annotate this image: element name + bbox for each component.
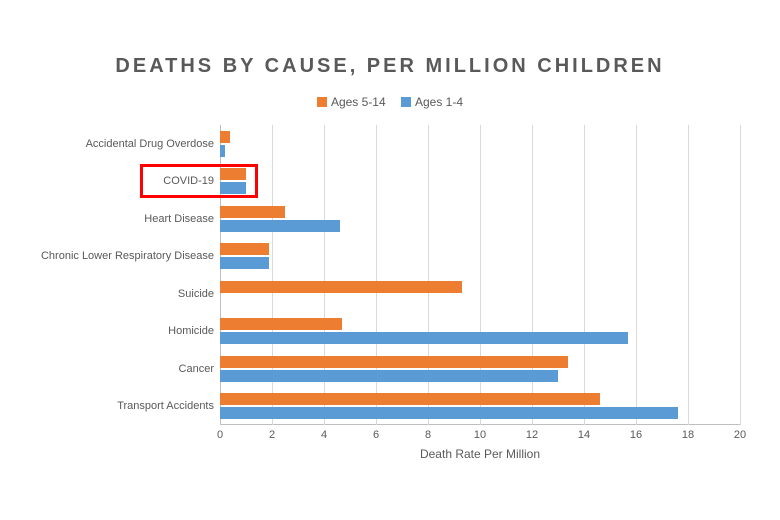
- legend-label: Ages 1-4: [415, 95, 463, 109]
- bar: [220, 281, 462, 293]
- category-label: COVID-19: [163, 175, 220, 187]
- bar: [220, 182, 246, 194]
- x-tick-label: 2: [269, 429, 275, 441]
- bar: [220, 332, 628, 344]
- chart: DEATHS BY CAUSE, PER MILLION CHILDREN Ag…: [0, 0, 780, 520]
- bar: [220, 370, 558, 382]
- x-tick-label: 16: [630, 429, 642, 441]
- gridline: [584, 125, 585, 425]
- x-tick-label: 10: [474, 429, 486, 441]
- bar: [220, 318, 342, 330]
- legend-swatch: [317, 97, 327, 107]
- legend-item-ages-5-14: Ages 5-14: [317, 95, 386, 109]
- category-label: Homicide: [168, 325, 220, 337]
- bar: [220, 243, 269, 255]
- gridline: [636, 125, 637, 425]
- bar: [220, 131, 230, 143]
- x-tick-label: 14: [578, 429, 590, 441]
- bar: [220, 407, 678, 419]
- x-tick-label: 8: [425, 429, 431, 441]
- x-tick-label: 20: [734, 429, 746, 441]
- legend: Ages 5-14 Ages 1-4: [0, 95, 780, 110]
- category-label: Chronic Lower Respiratory Disease: [41, 250, 220, 262]
- legend-swatch: [401, 97, 411, 107]
- bar: [220, 393, 600, 405]
- legend-item-ages-1-4: Ages 1-4: [401, 95, 463, 109]
- bar: [220, 257, 269, 269]
- x-tick-label: 18: [682, 429, 694, 441]
- bar: [220, 220, 340, 232]
- bar: [220, 206, 285, 218]
- gridline: [740, 125, 741, 425]
- x-axis-label: Death Rate Per Million: [220, 447, 740, 461]
- bar: [220, 356, 568, 368]
- bar: [220, 168, 246, 180]
- bar: [220, 145, 225, 157]
- category-label: Suicide: [178, 288, 220, 300]
- x-tick-label: 12: [526, 429, 538, 441]
- category-label: Transport Accidents: [117, 400, 220, 412]
- category-label: Heart Disease: [144, 213, 220, 225]
- chart-title: DEATHS BY CAUSE, PER MILLION CHILDREN: [0, 55, 780, 78]
- category-label: Accidental Drug Overdose: [86, 138, 220, 150]
- category-label: Cancer: [179, 363, 220, 375]
- x-tick-label: 0: [217, 429, 223, 441]
- plot-area: Death Rate Per Million 02468101214161820…: [220, 125, 740, 425]
- legend-label: Ages 5-14: [331, 95, 386, 109]
- gridline: [688, 125, 689, 425]
- x-tick-label: 6: [373, 429, 379, 441]
- x-tick-label: 4: [321, 429, 327, 441]
